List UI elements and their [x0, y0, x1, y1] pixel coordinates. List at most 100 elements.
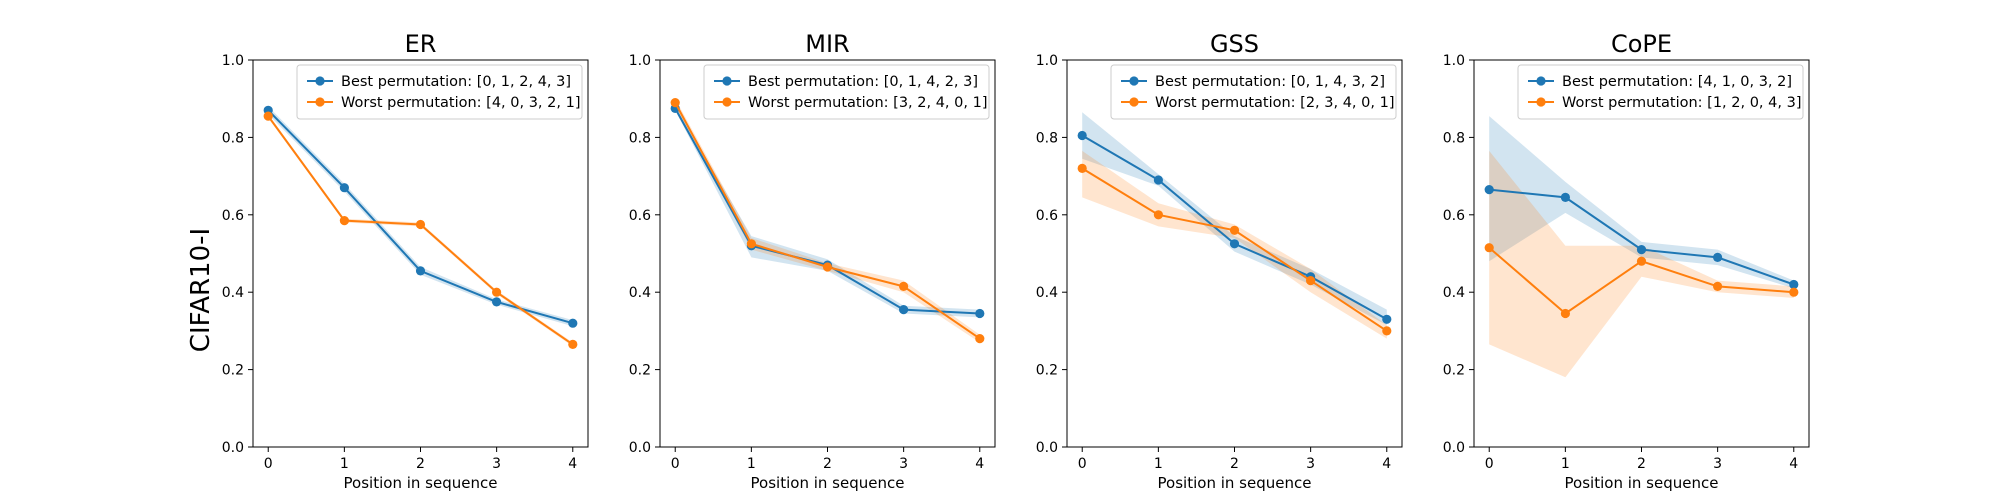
legend-entry-best: Best permutation: [0, 1, 2, 4, 3]	[341, 74, 571, 90]
x-tick-label: 3	[492, 456, 501, 472]
series-band-best	[675, 104, 980, 318]
data-point-worst	[415, 219, 426, 230]
series-band-best	[1082, 112, 1387, 326]
data-point-worst	[1153, 210, 1163, 220]
data-point-worst	[1560, 308, 1570, 319]
data-point-worst	[822, 262, 833, 272]
y-tick-label: 0.0	[1036, 440, 1058, 456]
data-point-worst	[263, 111, 273, 121]
x-tick-label: 2	[823, 456, 832, 472]
x-tick-label: 2	[1230, 456, 1239, 472]
data-point-worst	[568, 339, 578, 349]
legend-entry-best: Best permutation: [0, 1, 4, 2, 3]	[748, 74, 978, 90]
panels: ER 0.0 0.2 0.4 0.6 0.8 1.0 0 1 2 3 4 Position in seq…	[222, 30, 1810, 492]
legend-entry-best: Best permutation: [4, 1, 0, 3, 2]	[1562, 74, 1792, 90]
panel-gss: GSS 0.0 0.2 0.4 0.6 0.8 1.0 0 1 2 3 4 Position in se…	[1036, 30, 1403, 492]
legend-marker-worst	[1536, 97, 1546, 107]
y-tick-label: 0.6	[1036, 208, 1058, 224]
data-point-worst	[1636, 256, 1647, 266]
data-point-best	[975, 308, 985, 319]
y-tick-label: 0.6	[222, 208, 244, 224]
data-point-best	[568, 318, 578, 328]
data-point-best	[1077, 130, 1087, 141]
data-point-worst	[1229, 225, 1240, 235]
legend-entry-worst: Worst permutation: [4, 0, 3, 2, 1]	[341, 95, 580, 111]
legend-box	[296, 64, 583, 120]
panel-cope: CoPE 0.0 0.2 0.4 0.6 0.8 1.0 0 1 2 3 4 Position in s…	[1443, 30, 1810, 492]
x-axis-label: Position in sequence	[1565, 474, 1719, 492]
x-axis-label: Position in sequence	[344, 474, 498, 492]
panel-mir: MIR 0.0 0.2 0.4 0.6 0.8 1.0 0 1 2 3 4 Position in se…	[629, 30, 996, 492]
panel-title: ER	[405, 30, 437, 58]
legend-marker-worst	[722, 97, 732, 107]
legend: Best permutation: [0, 1, 2, 4, 3] Worst p…	[296, 64, 583, 120]
x-tick-label: 3	[1306, 456, 1315, 472]
data-point-best	[899, 305, 909, 315]
panel-title: GSS	[1210, 30, 1259, 58]
data-point-best	[1560, 192, 1570, 202]
x-tick-label: 1	[1154, 456, 1163, 472]
legend: Best permutation: [4, 1, 0, 3, 2] Worst p…	[1517, 64, 1804, 120]
data-point-worst	[975, 334, 985, 344]
data-point-best	[1713, 252, 1723, 262]
data-point-worst	[339, 216, 349, 226]
legend-entry-best: Best permutation: [0, 1, 4, 3, 2]	[1155, 74, 1385, 90]
data-point-worst	[1306, 276, 1316, 286]
series-band-worst	[268, 114, 573, 347]
x-tick-label: 1	[1561, 456, 1570, 472]
row-label: CIFAR10-I	[186, 228, 216, 352]
y-tick-label: 0.2	[222, 363, 244, 379]
y-tick-label: 0.2	[1036, 363, 1058, 379]
x-tick-label: 3	[899, 456, 908, 472]
panel-title: MIR	[805, 30, 849, 58]
legend-box	[1110, 64, 1397, 120]
panel-er: ER 0.0 0.2 0.4 0.6 0.8 1.0 0 1 2 3 4 Position in seq…	[222, 30, 589, 492]
y-tick-label: 0.6	[629, 208, 651, 224]
legend-marker-best	[1129, 76, 1139, 86]
legend: Best permutation: [0, 1, 4, 2, 3] Worst p…	[703, 64, 990, 120]
legend-entry-worst: Worst permutation: [3, 2, 4, 0, 1]	[748, 95, 987, 111]
y-tick-label: 0.0	[222, 440, 244, 456]
data-point-best	[1229, 239, 1240, 249]
data-point-best	[492, 297, 502, 307]
x-tick-label: 0	[1485, 456, 1494, 472]
legend-marker-best	[1536, 76, 1546, 86]
data-point-worst	[746, 239, 757, 249]
y-tick-label: 1.0	[629, 53, 651, 69]
y-tick-label: 0.0	[1443, 440, 1465, 456]
data-point-best	[415, 266, 426, 276]
series-band-worst	[675, 98, 980, 343]
panel-title: CoPE	[1611, 30, 1672, 58]
x-axis-label: Position in sequence	[1158, 474, 1312, 492]
data-point-best	[1484, 185, 1494, 195]
y-tick-label: 0.8	[1036, 130, 1058, 146]
x-tick-label: 4	[568, 456, 577, 472]
x-tick-label: 2	[416, 456, 425, 472]
y-tick-label: 0.4	[1443, 285, 1465, 301]
legend-entry-worst: Worst permutation: [2, 3, 4, 0, 1]	[1155, 95, 1394, 111]
x-axis-label: Position in sequence	[751, 474, 905, 492]
y-tick-label: 0.2	[1443, 363, 1465, 379]
y-tick-label: 0.6	[1443, 208, 1465, 224]
y-tick-label: 0.2	[629, 363, 651, 379]
legend-marker-best	[315, 76, 325, 86]
legend-box	[703, 64, 990, 120]
data-point-worst	[1382, 326, 1392, 336]
y-tick-label: 0.8	[222, 130, 244, 146]
x-tick-label: 1	[747, 456, 756, 472]
y-tick-label: 1.0	[1443, 53, 1465, 69]
data-point-worst	[1484, 243, 1494, 253]
legend-marker-worst	[1129, 97, 1139, 107]
data-point-worst	[1713, 281, 1723, 291]
x-tick-label: 4	[1382, 456, 1391, 472]
x-tick-label: 0	[671, 456, 680, 472]
y-tick-label: 0.4	[629, 285, 651, 301]
data-point-worst	[1077, 163, 1087, 173]
data-point-best	[1636, 245, 1647, 255]
y-tick-label: 0.0	[629, 440, 651, 456]
data-point-best	[1789, 279, 1799, 290]
y-tick-label: 0.4	[1036, 285, 1058, 301]
data-point-best	[339, 183, 349, 193]
legend-marker-best	[722, 76, 732, 86]
